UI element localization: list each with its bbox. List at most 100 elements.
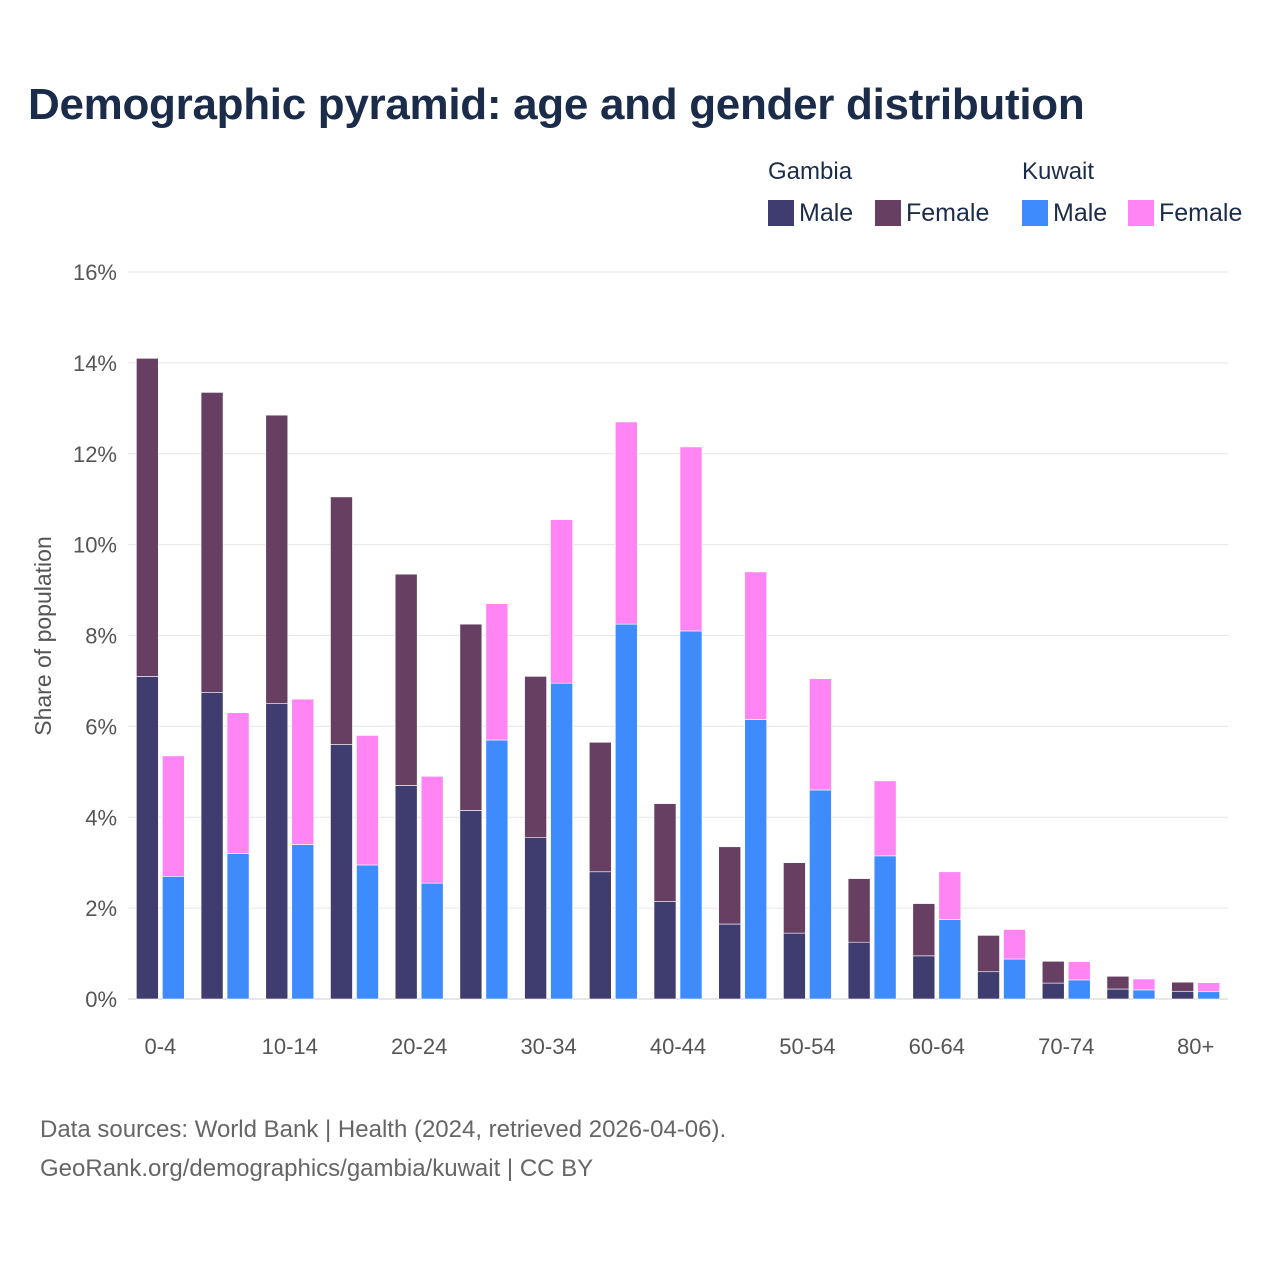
bar-kuwait-female[interactable] xyxy=(162,755,185,877)
bar-kuwait-female[interactable] xyxy=(1197,982,1220,993)
bar-kuwait-male[interactable] xyxy=(485,739,509,1000)
bar-kuwait-male[interactable] xyxy=(1132,989,1156,1000)
legend-swatch-gambia-female xyxy=(875,200,901,226)
footer-attribution: GeoRank.org/demographics/gambia/kuwait |… xyxy=(40,1155,594,1182)
bar-gambia-male[interactable] xyxy=(459,810,483,1000)
bar-kuwait-female[interactable] xyxy=(679,446,703,632)
bar-kuwait-female[interactable] xyxy=(809,678,832,791)
x-tick-label: 30-34 xyxy=(520,1034,576,1059)
bar-kuwait-male[interactable] xyxy=(291,844,315,1000)
bar-gambia-female[interactable] xyxy=(977,935,1000,973)
bar-kuwait-female[interactable] xyxy=(356,735,379,866)
bar-gambia-male[interactable] xyxy=(588,871,612,1000)
bar-kuwait-female[interactable] xyxy=(1132,978,1156,991)
legend-group-kuwait: Kuwait xyxy=(1022,158,1095,185)
bar-gambia-female[interactable] xyxy=(1106,975,1130,990)
bar-gambia-male[interactable] xyxy=(330,744,353,1000)
bar-gambia-female[interactable] xyxy=(912,903,936,957)
legend-label-kuwait-male: Male xyxy=(1053,198,1108,227)
bar-kuwait-female[interactable] xyxy=(744,571,768,720)
bar-gambia-female[interactable] xyxy=(330,496,353,745)
bar-kuwait-male[interactable] xyxy=(614,623,638,1000)
bar-gambia-male[interactable] xyxy=(524,837,547,1000)
bar-gambia-male[interactable] xyxy=(718,923,742,1000)
bar-gambia-male[interactable] xyxy=(977,971,1000,1000)
bar-kuwait-male[interactable] xyxy=(1197,991,1220,1000)
bar-gambia-female[interactable] xyxy=(524,676,547,838)
x-tick-label: 60-64 xyxy=(909,1034,965,1059)
bar-kuwait-female[interactable] xyxy=(1067,961,1091,981)
bar-gambia-female[interactable] xyxy=(783,862,806,934)
bar-kuwait-female[interactable] xyxy=(938,871,962,920)
bar-gambia-male[interactable] xyxy=(136,676,159,1000)
y-tick-label: 0% xyxy=(85,987,117,1012)
bar-gambia-male[interactable] xyxy=(1171,990,1194,1000)
legend-item-gambia-female[interactable]: Female xyxy=(875,199,989,227)
bar-kuwait-female[interactable] xyxy=(550,519,573,684)
bar-gambia-female[interactable] xyxy=(136,358,159,677)
bar-gambia-male[interactable] xyxy=(847,941,871,1000)
x-tick-label: 70-74 xyxy=(1038,1034,1094,1059)
bar-kuwait-female[interactable] xyxy=(291,698,315,845)
legend-swatch-kuwait-male xyxy=(1022,200,1048,226)
bar-gambia-male[interactable] xyxy=(653,901,677,1000)
bar-gambia-female[interactable] xyxy=(653,803,677,902)
y-tick-label: 4% xyxy=(85,805,117,830)
bar-kuwait-female[interactable] xyxy=(614,421,638,625)
bar-kuwait-male[interactable] xyxy=(1003,958,1026,1000)
x-tick-label: 50-54 xyxy=(779,1034,835,1059)
y-tick-label: 10% xyxy=(73,533,117,558)
footer-source: Data sources: World Bank | Health (2024,… xyxy=(40,1116,727,1143)
y-tick-label: 12% xyxy=(73,442,117,467)
bar-kuwait-female[interactable] xyxy=(873,780,897,857)
bar-kuwait-male[interactable] xyxy=(679,630,703,1000)
bar-gambia-female[interactable] xyxy=(588,741,612,873)
bar-kuwait-male[interactable] xyxy=(420,882,444,1000)
bar-gambia-male[interactable] xyxy=(200,691,224,1000)
bar-gambia-male[interactable] xyxy=(783,932,806,1000)
bar-kuwait-male[interactable] xyxy=(873,855,897,1000)
gridlines xyxy=(128,271,1228,1000)
bar-gambia-male[interactable] xyxy=(1041,982,1065,1000)
bar-gambia-female[interactable] xyxy=(459,623,483,811)
legend-label-gambia-male: Male xyxy=(799,198,854,227)
bar-kuwait-male[interactable] xyxy=(938,919,962,1000)
y-tick-label: 14% xyxy=(73,351,117,376)
y-tick-label: 2% xyxy=(85,896,117,921)
bar-gambia-female[interactable] xyxy=(718,846,742,925)
bar-kuwait-male[interactable] xyxy=(1067,979,1091,1000)
axis-labels: 0% 2% 4% 6% 8% 10% 12% 14% 16% 0-4 10-14 20-24 30-34… xyxy=(73,260,1214,1059)
bar-gambia-female[interactable] xyxy=(1171,981,1194,992)
bar-gambia-male[interactable] xyxy=(394,785,418,1000)
bar-gambia-female[interactable] xyxy=(1041,960,1065,984)
bar-gambia-male[interactable] xyxy=(265,703,289,1000)
bar-gambia-male[interactable] xyxy=(912,955,936,1000)
bar-kuwait-male[interactable] xyxy=(162,876,185,1000)
bar-kuwait-female[interactable] xyxy=(226,712,250,854)
bar-kuwait-female[interactable] xyxy=(1003,929,1026,960)
bar-gambia-female[interactable] xyxy=(200,392,224,693)
legend-item-kuwait-female[interactable]: Female xyxy=(1128,199,1242,227)
y-tick-label: 16% xyxy=(73,260,117,285)
bar-gambia-female[interactable] xyxy=(847,878,871,943)
bar-kuwait-female[interactable] xyxy=(485,603,509,741)
bar-kuwait-male[interactable] xyxy=(744,719,768,1000)
legend-label-gambia-female: Female xyxy=(906,198,990,227)
bar-kuwait-male[interactable] xyxy=(809,789,832,1000)
bar-kuwait-female[interactable] xyxy=(420,776,444,884)
bar-gambia-male[interactable] xyxy=(1106,988,1130,1000)
legend-item-gambia-male[interactable]: Male xyxy=(768,199,853,227)
bar-kuwait-male[interactable] xyxy=(226,853,250,1000)
bars xyxy=(136,358,1220,1000)
bar-gambia-female[interactable] xyxy=(265,414,289,704)
bar-gambia-female[interactable] xyxy=(394,573,418,786)
x-tick-label: 20-24 xyxy=(391,1034,447,1059)
legend-item-kuwait-male[interactable]: Male xyxy=(1022,199,1107,227)
legend-group-gambia: Gambia xyxy=(768,158,853,185)
bar-kuwait-male[interactable] xyxy=(356,864,379,1000)
y-tick-label: 8% xyxy=(85,624,117,649)
bar-kuwait-male[interactable] xyxy=(550,682,573,1000)
chart-title: Demographic pyramid: age and gender dist… xyxy=(28,80,1085,129)
legend-label-kuwait-female: Female xyxy=(1159,198,1243,227)
